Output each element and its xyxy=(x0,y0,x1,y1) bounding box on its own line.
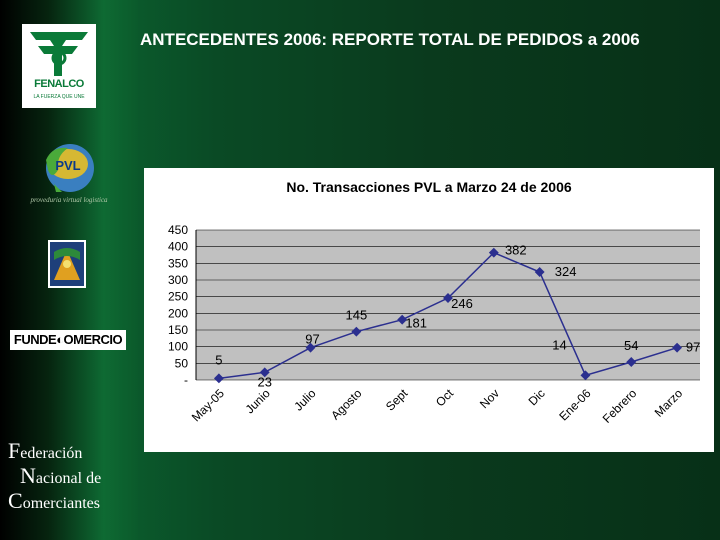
pvl-caption: proveduria virtual logistica xyxy=(30,196,108,204)
y-tick-label: 400 xyxy=(168,240,188,254)
x-tick-label: Sept xyxy=(383,386,411,414)
pvl-logo: PVL proveduria virtual logistica xyxy=(6,140,132,210)
data-label: 181 xyxy=(405,316,427,331)
x-tick-label: Agosto xyxy=(328,386,365,423)
x-tick-label: Febrero xyxy=(600,386,640,426)
org-line1-rest: ederación xyxy=(20,445,83,462)
x-tick-label: Nov xyxy=(477,386,502,411)
globe-emblem-icon xyxy=(50,242,84,286)
fenalco-logo: FENALCO LA FUERZA QUE UNE xyxy=(22,24,96,108)
data-point xyxy=(213,373,224,384)
x-tick-label: Oct xyxy=(433,386,457,410)
data-label: 23 xyxy=(257,374,271,389)
y-tick-label: 300 xyxy=(168,273,188,287)
data-label: 382 xyxy=(505,243,527,258)
org-line3-rest: omerciantes xyxy=(22,495,100,512)
data-point xyxy=(672,342,683,353)
pvl-globe-icon: PVL xyxy=(46,144,94,192)
data-label: 14 xyxy=(552,337,566,352)
data-label: 54 xyxy=(624,338,638,353)
chart-panel: No. Transacciones PVL a Marzo 24 de 2006… xyxy=(144,168,714,452)
fenalco-emblem-icon xyxy=(30,32,88,76)
data-point xyxy=(580,370,591,381)
data-label: 246 xyxy=(451,296,473,311)
data-point xyxy=(351,326,362,337)
fenalco-wordmark: FENALCO xyxy=(34,78,84,90)
data-point xyxy=(397,314,408,325)
y-tick-label: - xyxy=(184,373,188,387)
x-tick-label: Dic xyxy=(526,386,548,408)
y-tick-label: 50 xyxy=(175,356,189,370)
x-tick-label: Junio xyxy=(243,386,273,416)
org-line1-initial: F xyxy=(8,438,21,463)
data-label: 145 xyxy=(346,308,368,323)
chart-title: No. Transacciones PVL a Marzo 24 de 2006 xyxy=(286,179,572,195)
emblem-logo xyxy=(48,240,86,288)
sidebar: FENALCO LA FUERZA QUE UNE PVL proveduria… xyxy=(0,0,138,540)
y-tick-label: 450 xyxy=(168,223,188,237)
y-tick-label: 150 xyxy=(168,323,188,337)
line-chart: No. Transacciones PVL a Marzo 24 de 2006… xyxy=(168,179,700,426)
x-tick-label: Julio xyxy=(291,386,319,414)
pvl-mark-text: PVL xyxy=(55,158,80,173)
y-tick-label: 250 xyxy=(168,290,188,304)
x-tick-label: May-05 xyxy=(189,386,227,424)
y-tick-label: 100 xyxy=(168,340,188,354)
x-tick-label: Marzo xyxy=(652,386,686,420)
fenalco-slogan: LA FUERZA QUE UNE xyxy=(33,94,85,100)
organization-name: Federación Nacional de Comerciantes xyxy=(8,440,138,515)
data-label: 5 xyxy=(215,352,222,367)
data-label: 97 xyxy=(305,332,319,347)
y-tick-label: 350 xyxy=(168,256,188,270)
slide-title: ANTECEDENTES 2006: REPORTE TOTAL DE PEDI… xyxy=(140,30,640,49)
org-line2-rest: acional de xyxy=(35,470,102,487)
fundecomercio-logo: FUNDE◐OMERCIO xyxy=(10,330,126,350)
data-label: 97 xyxy=(686,340,700,355)
data-point xyxy=(305,342,316,353)
data-label: 324 xyxy=(555,264,577,279)
x-tick-label: Ene-06 xyxy=(556,386,593,423)
data-point xyxy=(534,267,545,277)
plot-area xyxy=(196,230,700,380)
y-tick-label: 200 xyxy=(168,306,188,320)
org-line3-initial: C xyxy=(8,488,23,513)
data-point xyxy=(259,367,270,378)
org-line2-initial: N xyxy=(20,463,36,488)
